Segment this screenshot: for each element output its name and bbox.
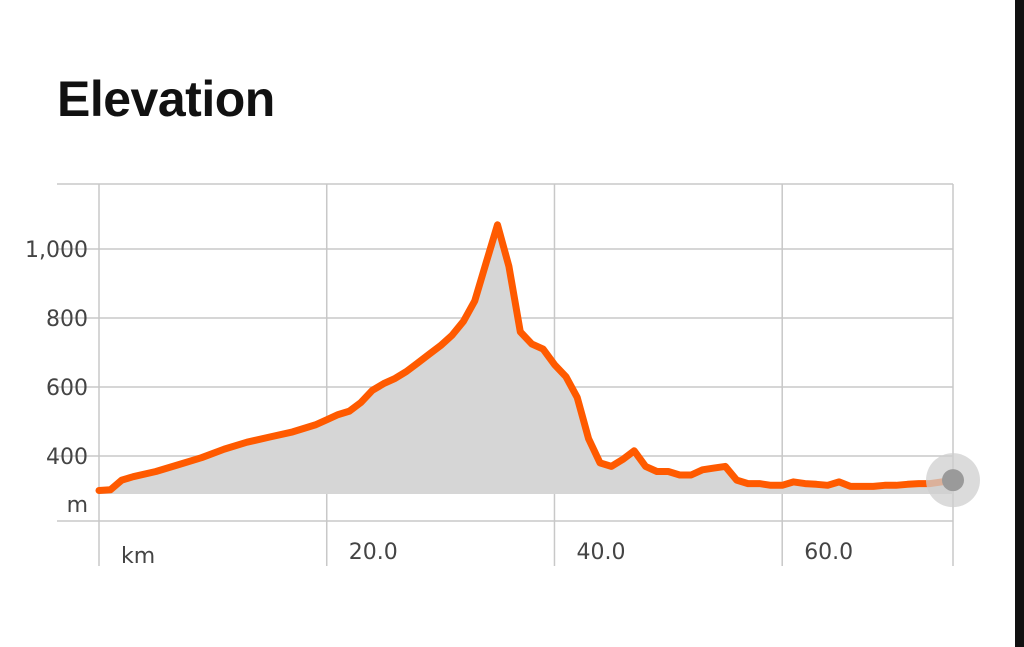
y-tick-label: 1,000	[25, 238, 88, 263]
elevation-area	[99, 224, 953, 495]
y-tick-label: 400	[46, 445, 88, 470]
elevation-line	[95, 221, 957, 494]
y-tick-label: 800	[46, 307, 88, 332]
x-tick-label: 20.0	[349, 540, 398, 565]
x-axis-label: km	[121, 544, 155, 569]
page-title: Elevation	[57, 71, 275, 127]
y-tick-label: 600	[46, 376, 88, 401]
axis-ticks: 400 600 800 1,000 20.0 40.0 60.0	[25, 238, 853, 565]
window-edge	[1015, 0, 1024, 647]
scrub-handle[interactable]	[926, 453, 980, 508]
y-axis-label: m	[67, 493, 88, 518]
x-tick-label: 60.0	[804, 540, 853, 565]
x-tick-label: 40.0	[576, 540, 625, 565]
scrub-handle-knob[interactable]	[942, 469, 964, 492]
